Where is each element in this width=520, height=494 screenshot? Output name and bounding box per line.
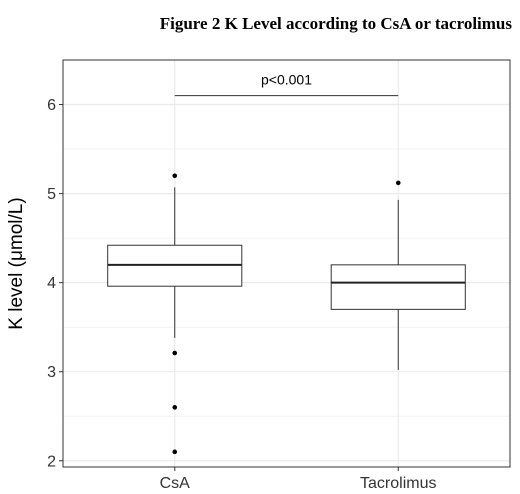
outlier-point	[172, 173, 178, 179]
p-value-label: p<0.001	[261, 72, 312, 88]
y-tick-label: 5	[47, 186, 56, 203]
y-tick-label: 4	[47, 275, 56, 292]
figure-title: Figure 2 K Level according to CsA or tac…	[159, 14, 512, 33]
y-tick-label: 2	[47, 453, 56, 470]
y-tick-label: 6	[47, 97, 56, 114]
box-iqr	[330, 264, 466, 310]
axis-layer: 2 3 4 5 6 CsA Tacrolimus	[47, 97, 436, 492]
x-tick-label: CsA	[160, 475, 191, 492]
panel-border	[62, 59, 511, 468]
annotation-layer: p<0.001	[174, 72, 399, 97]
outlier-point	[172, 350, 178, 356]
y-axis-title: K level (μmol/L)	[6, 197, 27, 329]
outlier-point	[172, 405, 178, 410]
outlier-point	[395, 180, 401, 186]
x-tick-label: Tacrolimus	[360, 475, 436, 492]
box-layer	[107, 173, 466, 455]
y-tick-label: 3	[47, 364, 56, 381]
outlier-point	[172, 449, 178, 455]
